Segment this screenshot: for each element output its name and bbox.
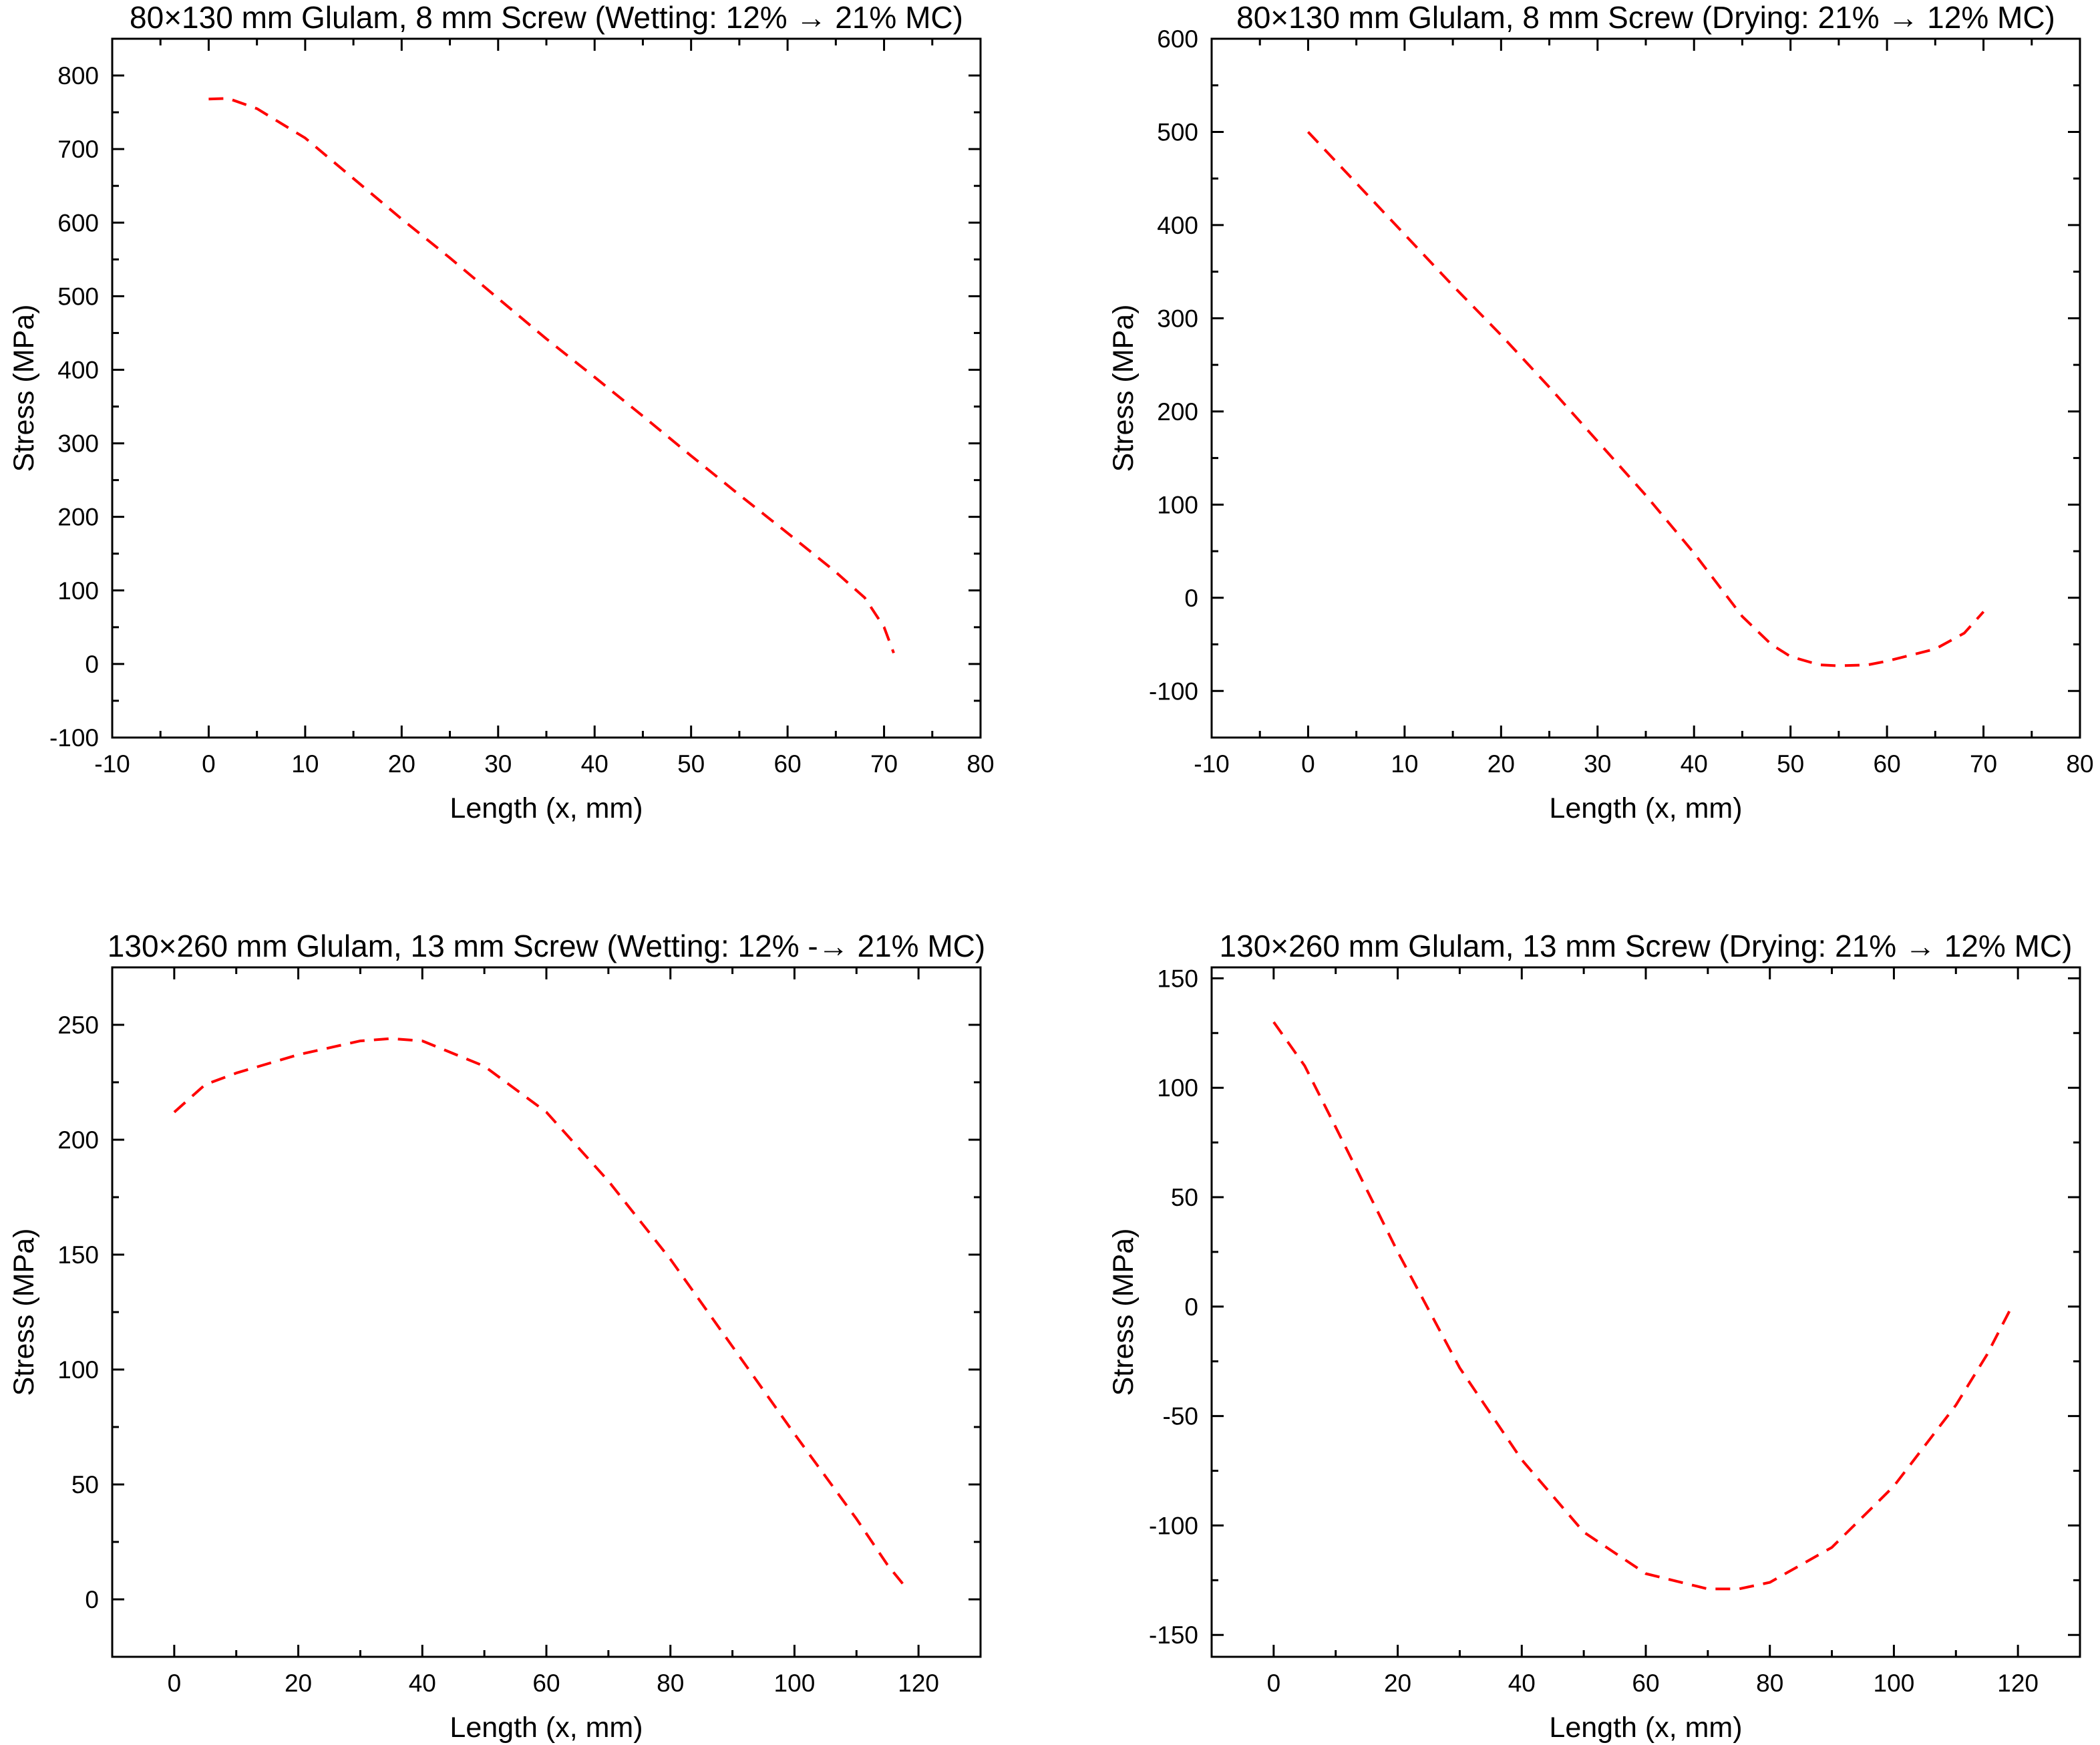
y-tick-label: 50 (1171, 1184, 1198, 1211)
x-tick-label: 40 (581, 750, 608, 778)
x-tick-label: 10 (1391, 750, 1418, 778)
chart-title: 80×130 mm Glulam, 8 mm Screw (Wetting: 1… (130, 0, 963, 35)
y-tick-label: 600 (57, 209, 99, 236)
y-tick-label: 500 (57, 283, 99, 310)
x-tick-label: 120 (898, 1670, 939, 1697)
y-tick-label: 100 (1157, 491, 1198, 518)
y-tick-label: 200 (57, 1126, 99, 1154)
y-tick-label: -50 (1163, 1403, 1198, 1430)
x-tick-label: 100 (1874, 1670, 1915, 1697)
x-tick-label: 50 (1777, 750, 1804, 778)
series-line-stress (208, 97, 895, 654)
chart-title: 130×260 mm Glulam, 13 mm Screw (Drying: … (1220, 929, 2073, 963)
x-tick-label: 20 (285, 1670, 312, 1697)
x-tick-label: 60 (1874, 750, 1901, 778)
y-tick-label: 0 (1184, 1293, 1198, 1321)
x-tick-label: 20 (1487, 750, 1515, 778)
x-tick-label: 40 (409, 1670, 436, 1697)
x-tick-label: 30 (484, 750, 512, 778)
x-tick-label: 60 (1632, 1670, 1659, 1697)
x-tick-label: 120 (1997, 1670, 2039, 1697)
x-tick-label: 80 (2066, 750, 2093, 778)
y-tick-label: 200 (1157, 398, 1198, 426)
chart-panel-3: 0 20 40 60 80 100 120 0 50 100 150 200 250 130×260 mm… (8, 929, 985, 1744)
x-tick-label: 0 (202, 750, 216, 778)
x-tick-label: 10 (291, 750, 319, 778)
chart-title: 80×130 mm Glulam, 8 mm Screw (Drying: 21… (1236, 0, 2055, 35)
x-axis-label: Length (x, mm) (1549, 1712, 1742, 1744)
chart-title: 130×260 mm Glulam, 13 mm Screw (Wetting:… (108, 929, 985, 963)
x-tick-label: 40 (1681, 750, 1708, 778)
y-axis-label: Stress (MPa) (1107, 1229, 1140, 1396)
series-line-stress (1272, 1021, 2013, 1591)
x-axis-label: Length (x, mm) (1549, 792, 1742, 824)
x-tick-label: 60 (774, 750, 802, 778)
y-tick-label: 0 (85, 651, 99, 678)
x-tick-label: 80 (657, 1670, 684, 1697)
y-axis-label: Stress (MPa) (8, 305, 40, 472)
y-tick-label: 600 (1157, 25, 1198, 53)
x-tick-label: 40 (1508, 1670, 1536, 1697)
x-tick-label: 50 (677, 750, 705, 778)
y-tick-label: -100 (1149, 1512, 1198, 1539)
y-tick-label: -150 (1149, 1621, 1198, 1649)
chart-panel-1: -10 0 10 20 30 40 50 60 70 80-1000100200300400500… (8, 0, 995, 824)
x-tick-label: 70 (1970, 750, 1997, 778)
y-axis-label: Stress (MPa) (8, 1229, 40, 1396)
y-tick-label: 200 (57, 504, 99, 531)
x-tick-label: 30 (1584, 750, 1611, 778)
y-tick-label: 100 (57, 1356, 99, 1384)
y-tick-label: 250 (57, 1011, 99, 1039)
series-line-stress (1306, 131, 1985, 667)
x-tick-label: 80 (1756, 1670, 1783, 1697)
y-tick-label: 300 (57, 430, 99, 458)
chart-panel-2: -10 0 10 20 30 40 50 60 70 80-1000100200300400500… (1107, 0, 2094, 824)
y-tick-label: 800 (57, 62, 99, 90)
y-tick-label: 300 (1157, 305, 1198, 332)
x-tick-label: 0 (1267, 1670, 1281, 1697)
x-axis-label: Length (x, mm) (450, 792, 643, 824)
x-tick-label: -10 (1194, 750, 1229, 778)
chart-panel-4: 0 20 40 60 80 100 120 -150 -100 -50 0 50 100 150 130×2… (1107, 929, 2081, 1744)
y-tick-label: 100 (57, 577, 99, 605)
y-tick-label: 50 (71, 1471, 99, 1498)
y-tick-label: 100 (1157, 1074, 1198, 1102)
x-tick-label: 20 (388, 750, 415, 778)
x-tick-label: 20 (1384, 1670, 1411, 1697)
x-tick-label: 0 (168, 1670, 182, 1697)
plot-frame (1210, 37, 2081, 739)
plot-frame (111, 37, 982, 739)
x-tick-label: 0 (1301, 750, 1315, 778)
y-tick-label: 0 (1184, 585, 1198, 612)
series-line-stress (173, 1037, 908, 1589)
y-tick-label: 150 (1157, 965, 1198, 992)
x-tick-label: 70 (870, 750, 898, 778)
y-tick-label: 400 (57, 356, 99, 383)
y-tick-label: -100 (1149, 677, 1198, 705)
y-tick-label: 150 (57, 1241, 99, 1269)
x-axis-label: Length (x, mm) (450, 1712, 643, 1744)
x-tick-label: 60 (532, 1670, 560, 1697)
y-tick-label: 0 (85, 1586, 99, 1613)
y-tick-label: -100 (49, 724, 99, 752)
x-tick-label: 100 (774, 1670, 816, 1697)
plot-frame (1210, 966, 2081, 1658)
x-tick-label: 80 (967, 750, 994, 778)
x-tick-label: -10 (94, 750, 130, 778)
y-axis-label: Stress (MPa) (1107, 305, 1140, 472)
y-tick-label: 700 (57, 136, 99, 163)
y-tick-label: 500 (1157, 118, 1198, 146)
y-tick-label: 400 (1157, 212, 1198, 239)
